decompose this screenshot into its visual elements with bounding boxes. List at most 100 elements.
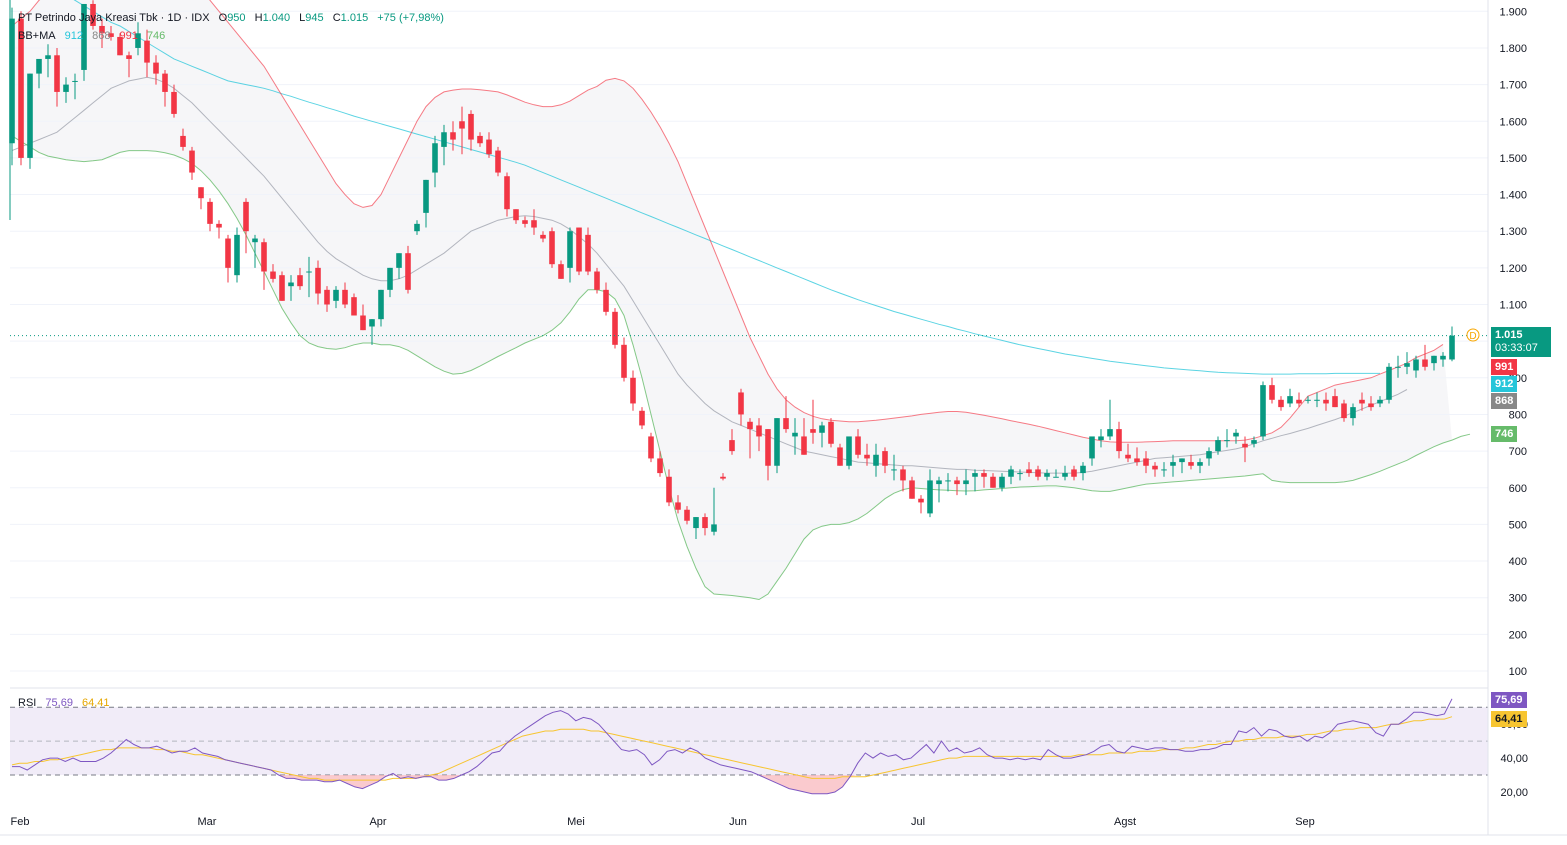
candle-body bbox=[216, 223, 222, 228]
price-tick-label: 1.500 bbox=[1499, 153, 1527, 165]
candle bbox=[9, 7, 15, 166]
price-tick-label: 600 bbox=[1509, 483, 1527, 495]
candle-body bbox=[900, 469, 906, 481]
time-axis[interactable]: Feb Mar Apr Mei Jun Jul Agst Sep bbox=[0, 816, 1567, 836]
price-tick-label: 1.900 bbox=[1499, 6, 1527, 18]
bb-legend[interactable]: BB+MA 912 868 991 746 bbox=[18, 30, 171, 42]
bb-legend-label[interactable]: BB+MA bbox=[18, 30, 56, 42]
candle bbox=[441, 124, 447, 166]
candle-body bbox=[324, 289, 330, 305]
candle bbox=[306, 256, 312, 298]
price-pane[interactable]: D bbox=[9, 0, 1488, 688]
candle bbox=[1170, 454, 1176, 477]
candle bbox=[450, 121, 456, 151]
candle-body bbox=[828, 421, 834, 444]
basis-badge: 868 bbox=[1491, 393, 1518, 409]
time-tick-label: Sep bbox=[1295, 816, 1315, 828]
candle bbox=[837, 443, 843, 466]
candle bbox=[639, 407, 645, 430]
candle-body bbox=[1377, 399, 1383, 404]
candle-body bbox=[720, 476, 726, 479]
candle-body bbox=[864, 454, 870, 459]
candle-body bbox=[99, 25, 105, 34]
symbol-title[interactable]: PT Petrindo Jaya Kreasi Tbk · 1D · IDX bbox=[18, 12, 210, 24]
candle bbox=[477, 132, 483, 147]
candle bbox=[1206, 447, 1212, 466]
lower-band-badge: 746 bbox=[1491, 426, 1518, 442]
candle bbox=[180, 128, 186, 151]
candle-body bbox=[234, 234, 240, 276]
candle bbox=[1161, 462, 1167, 477]
candle bbox=[999, 473, 1005, 492]
candle bbox=[1224, 429, 1230, 448]
candle-body bbox=[1143, 458, 1149, 466]
candle bbox=[963, 469, 969, 496]
time-tick-label: Mei bbox=[567, 816, 585, 828]
candle-body bbox=[657, 458, 663, 474]
candle-body bbox=[405, 253, 411, 290]
candle-body bbox=[279, 275, 285, 301]
candle-body bbox=[513, 209, 519, 221]
candle bbox=[918, 495, 924, 514]
candle-body bbox=[1206, 451, 1212, 459]
candle-body bbox=[162, 73, 168, 92]
time-tick-label: Apr bbox=[369, 816, 386, 828]
candle-body bbox=[396, 253, 402, 268]
price-tick-label: 1.700 bbox=[1499, 80, 1527, 92]
time-tick-label: Jun bbox=[729, 816, 747, 828]
candle bbox=[27, 73, 33, 169]
candle-body bbox=[1323, 399, 1329, 404]
candle-body bbox=[1134, 458, 1140, 463]
candle-body bbox=[1413, 359, 1419, 371]
candle-body bbox=[270, 271, 276, 279]
candle bbox=[1125, 443, 1131, 463]
bb-lower-value: 746 bbox=[146, 30, 166, 42]
candle bbox=[549, 227, 555, 268]
price-tick-label: 1.300 bbox=[1499, 226, 1527, 238]
candle bbox=[819, 421, 825, 448]
symbol-legend[interactable]: PT Petrindo Jaya Kreasi Tbk · 1D · IDX O… bbox=[18, 12, 450, 24]
candle bbox=[270, 264, 276, 283]
candle-body bbox=[1305, 399, 1311, 401]
candle-body bbox=[846, 436, 852, 466]
price-tick-label: 1.600 bbox=[1499, 116, 1527, 128]
candle-body bbox=[1296, 399, 1302, 404]
candle-body bbox=[189, 150, 195, 173]
candle-body bbox=[954, 480, 960, 485]
rsi-legend[interactable]: RSI 75,69 64,41 bbox=[18, 697, 116, 709]
candle-body bbox=[1170, 462, 1176, 466]
candle bbox=[1341, 399, 1347, 422]
candle bbox=[351, 293, 357, 316]
candle bbox=[828, 418, 834, 448]
candle-body bbox=[54, 55, 60, 92]
candle-body bbox=[351, 297, 357, 316]
candle-body bbox=[1188, 462, 1194, 466]
candle-body bbox=[1017, 473, 1023, 475]
rsi-pane[interactable] bbox=[10, 687, 1488, 795]
candle-body bbox=[774, 418, 780, 466]
candle bbox=[405, 245, 411, 294]
candle bbox=[198, 187, 204, 210]
candle-body bbox=[522, 220, 528, 224]
dividend-marker[interactable]: D bbox=[1466, 328, 1480, 342]
candle bbox=[927, 469, 933, 518]
candle bbox=[612, 308, 618, 349]
candle bbox=[1314, 392, 1320, 408]
price-tick-label: 1.100 bbox=[1499, 300, 1527, 312]
candle bbox=[846, 436, 852, 470]
candle-body bbox=[819, 425, 825, 433]
candlestick-series[interactable] bbox=[9, 0, 1455, 540]
rsi-legend-label[interactable]: RSI bbox=[18, 697, 37, 709]
candle bbox=[1269, 377, 1275, 404]
candle-body bbox=[1260, 385, 1266, 437]
candle bbox=[81, 3, 87, 81]
candle-body bbox=[1332, 396, 1338, 408]
candle bbox=[1413, 355, 1419, 378]
candle-body bbox=[1179, 458, 1185, 463]
bb-ma-value: 912 bbox=[64, 30, 84, 42]
price-axis[interactable]: 1.900 1.800 1.700 1.600 1.500 1.400 1.300 1.200… bbox=[1487, 0, 1528, 835]
candle bbox=[774, 418, 780, 474]
candle-body bbox=[765, 429, 771, 466]
candle bbox=[738, 388, 744, 426]
